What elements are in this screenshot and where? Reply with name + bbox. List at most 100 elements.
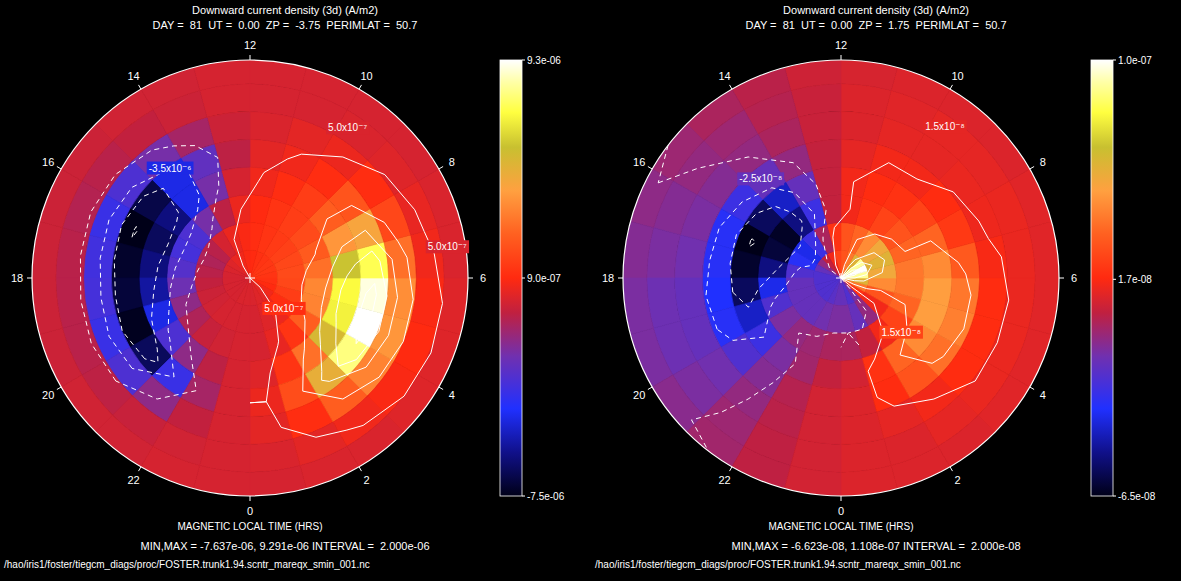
background: [0, 0, 1181, 581]
plot-frame: [32, 60, 468, 496]
cell: [304, 278, 334, 300]
cell: [250, 112, 293, 144]
title: Downward current density (3d) (A/m2): [783, 4, 969, 16]
tick: [950, 85, 953, 89]
tick: [1030, 387, 1034, 390]
cell: [891, 446, 950, 488]
cell: [841, 60, 897, 90]
cell: [948, 278, 980, 314]
title: Downward current density (3d) (A/m2): [192, 4, 378, 16]
cell: [277, 278, 306, 292]
axis-title: MAGNETIC LOCAL TIME (HRS): [177, 521, 322, 532]
cell: [167, 256, 197, 278]
cell: [418, 328, 460, 387]
cell: [675, 278, 707, 321]
label-patch: [426, 240, 469, 253]
cell: [243, 278, 250, 306]
source-path: /hao/iris1/foster/tiegcm_diags/proc/FOST…: [4, 559, 370, 570]
contour-line: [234, 154, 442, 437]
tick-label: 10: [360, 70, 372, 82]
tick-label: 20: [633, 389, 645, 401]
axis-title: MAGNETIC LOCAL TIME (HRS): [768, 521, 913, 532]
contour-line: [841, 253, 885, 281]
contour-line: [132, 226, 137, 237]
colorbar-tick-label: -6.5e-08: [1118, 491, 1156, 502]
cell: [785, 466, 841, 496]
tick: [468, 278, 473, 279]
tick: [648, 167, 652, 170]
cell: [194, 466, 250, 496]
cell: [221, 358, 250, 389]
cell: [195, 264, 224, 278]
cell: [675, 235, 707, 278]
subtitle: DAY = 81 UT = 0.00 ZP = 1.75 PERIMLAT = …: [745, 19, 1006, 31]
tick-label: 12: [835, 39, 847, 51]
tick: [618, 278, 623, 279]
cell: [1009, 169, 1051, 228]
cell: [250, 195, 272, 225]
cell: [630, 328, 672, 387]
cell: [236, 278, 250, 305]
pole-marker: [836, 273, 846, 283]
tick: [359, 85, 362, 89]
tick-label: 2: [954, 474, 960, 486]
cell: [250, 167, 279, 198]
colorbar-tick: [1113, 496, 1116, 497]
cell: [250, 412, 293, 444]
cell: [300, 446, 359, 488]
contour-line: [80, 146, 218, 399]
tick-label: 22: [127, 474, 139, 486]
panel: Downward current density (3d) (A/m2) DAY …: [595, 4, 1156, 570]
footer: MIN,MAX = -6.623e-08, 1.108e-07 INTERVAL…: [731, 540, 1020, 552]
contour-line: [100, 170, 199, 377]
contour-line: [356, 283, 376, 343]
cell: [250, 223, 264, 252]
tick: [139, 467, 142, 471]
cell: [139, 249, 170, 278]
tick-label: 8: [1040, 156, 1046, 168]
colorbar-tick-label: 1.7e-08: [1118, 274, 1152, 285]
cell: [827, 305, 841, 334]
cell: [702, 242, 734, 278]
tick: [439, 387, 443, 390]
contour-label: -2.5x10⁻⁸: [739, 173, 782, 184]
cell: [250, 251, 264, 278]
colorbar-tick: [522, 496, 525, 497]
source-path: /hao/iris1/foster/tiegcm_diags/proc/FOST…: [595, 559, 961, 570]
cell: [819, 332, 841, 362]
tick: [27, 278, 32, 279]
label-patch: [262, 302, 305, 315]
tick-label: 6: [1071, 272, 1077, 284]
cell: [300, 67, 359, 109]
cell: [975, 278, 1007, 321]
cell: [84, 278, 116, 321]
contour-label: 5.0x10⁻⁷: [264, 303, 303, 314]
tick-label: 14: [718, 70, 730, 82]
tick: [139, 85, 142, 89]
contour-line: [841, 262, 872, 278]
tick: [359, 467, 362, 471]
cell: [207, 412, 250, 444]
tick-label: 6: [480, 272, 486, 284]
cell: [895, 278, 925, 300]
label-patch: [923, 120, 967, 133]
tick-label: 16: [42, 156, 54, 168]
cell: [814, 264, 841, 278]
cell: [758, 256, 788, 278]
tick: [730, 467, 733, 471]
cell: [250, 139, 286, 171]
cell: [841, 167, 870, 198]
cell: [785, 60, 841, 90]
cell: [141, 67, 200, 109]
contour-line: [730, 206, 802, 307]
cell: [786, 264, 815, 278]
tick-label: 18: [602, 272, 614, 284]
cell: [1029, 222, 1059, 278]
plot-area: [623, 60, 1059, 496]
colorbar-tick: [1113, 279, 1116, 280]
tick: [950, 467, 953, 471]
cell: [39, 328, 81, 387]
cell: [805, 385, 841, 417]
tick-label: 14: [127, 70, 139, 82]
plot-area: [32, 60, 468, 496]
